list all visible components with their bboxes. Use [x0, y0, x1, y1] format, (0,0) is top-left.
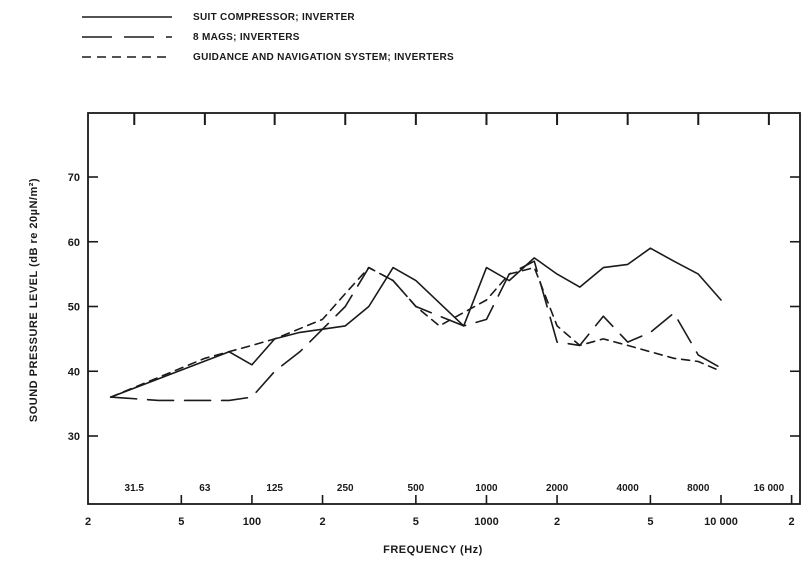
x-tick-label-1000: 1000: [474, 516, 498, 528]
series-line-short-dash: [109, 266, 722, 398]
band-label-8000: 8000: [687, 483, 710, 494]
series-line-solid: [109, 247, 722, 398]
band-label-500: 500: [408, 483, 425, 494]
band-label-2000: 2000: [546, 483, 569, 494]
band-label-4000: 4000: [617, 483, 640, 494]
legend: SUIT COMPRESSOR; INVERTER 8 MAGS; INVERT…: [82, 12, 454, 63]
series-line-long-dash: [109, 260, 722, 402]
y-axis-title: SOUND PRESSURE LEVEL (dB re 20µN/m²): [28, 178, 40, 422]
y-tick-label-60: 60: [68, 237, 80, 249]
y-tick-label-50: 50: [68, 302, 80, 314]
band-label-16000: 16 000: [754, 483, 785, 494]
x-tick-label-50: 5: [178, 516, 184, 528]
x-tick-label-2000: 2: [554, 516, 560, 528]
x-tick-label-20000: 2: [789, 516, 795, 528]
x-tick-label-200: 2: [319, 516, 325, 528]
legend-label-8-mags: 8 MAGS; INVERTERS: [193, 32, 300, 43]
y-axis: 30 40 50 60 70: [68, 172, 800, 443]
x-tick-label-10000: 10 000: [704, 516, 738, 528]
legend-label-suit-compressor: SUIT COMPRESSOR; INVERTER: [193, 12, 355, 23]
band-label-1000: 1000: [475, 483, 498, 494]
band-label-31.5: 31.5: [125, 483, 145, 494]
legend-entry-guidance-navigation: GUIDANCE AND NAVIGATION SYSTEM; INVERTER…: [82, 52, 454, 63]
series-layer: [109, 247, 722, 402]
top-tick-marks: [133, 113, 770, 125]
x-tick-label-500: 5: [413, 516, 419, 528]
y-tick-label-40: 40: [68, 366, 80, 378]
y-tick-label-30: 30: [68, 431, 80, 443]
band-label-250: 250: [337, 483, 354, 494]
legend-label-guidance-navigation: GUIDANCE AND NAVIGATION SYSTEM; INVERTER…: [193, 52, 454, 63]
x-axis-title: FREQUENCY (Hz): [383, 544, 483, 556]
plot-frame: [87, 112, 801, 505]
x-tick-label-100: 100: [243, 516, 261, 528]
x-axis: 2 5 100 2 5 1000 2 5 10 000 2: [85, 495, 795, 528]
x-tick-label-5000: 5: [647, 516, 653, 528]
y-tick-label-70: 70: [68, 172, 80, 184]
x-tick-label-20: 2: [85, 516, 91, 528]
octave-band-labels: 31.5 63 125 250 500 1000 2000 4000 8000 16 000: [125, 483, 785, 494]
band-label-125: 125: [266, 483, 283, 494]
legend-entry-8-mags: 8 MAGS; INVERTERS: [82, 32, 300, 43]
band-label-63: 63: [199, 483, 211, 494]
legend-entry-suit-compressor: SUIT COMPRESSOR; INVERTER: [82, 12, 355, 23]
